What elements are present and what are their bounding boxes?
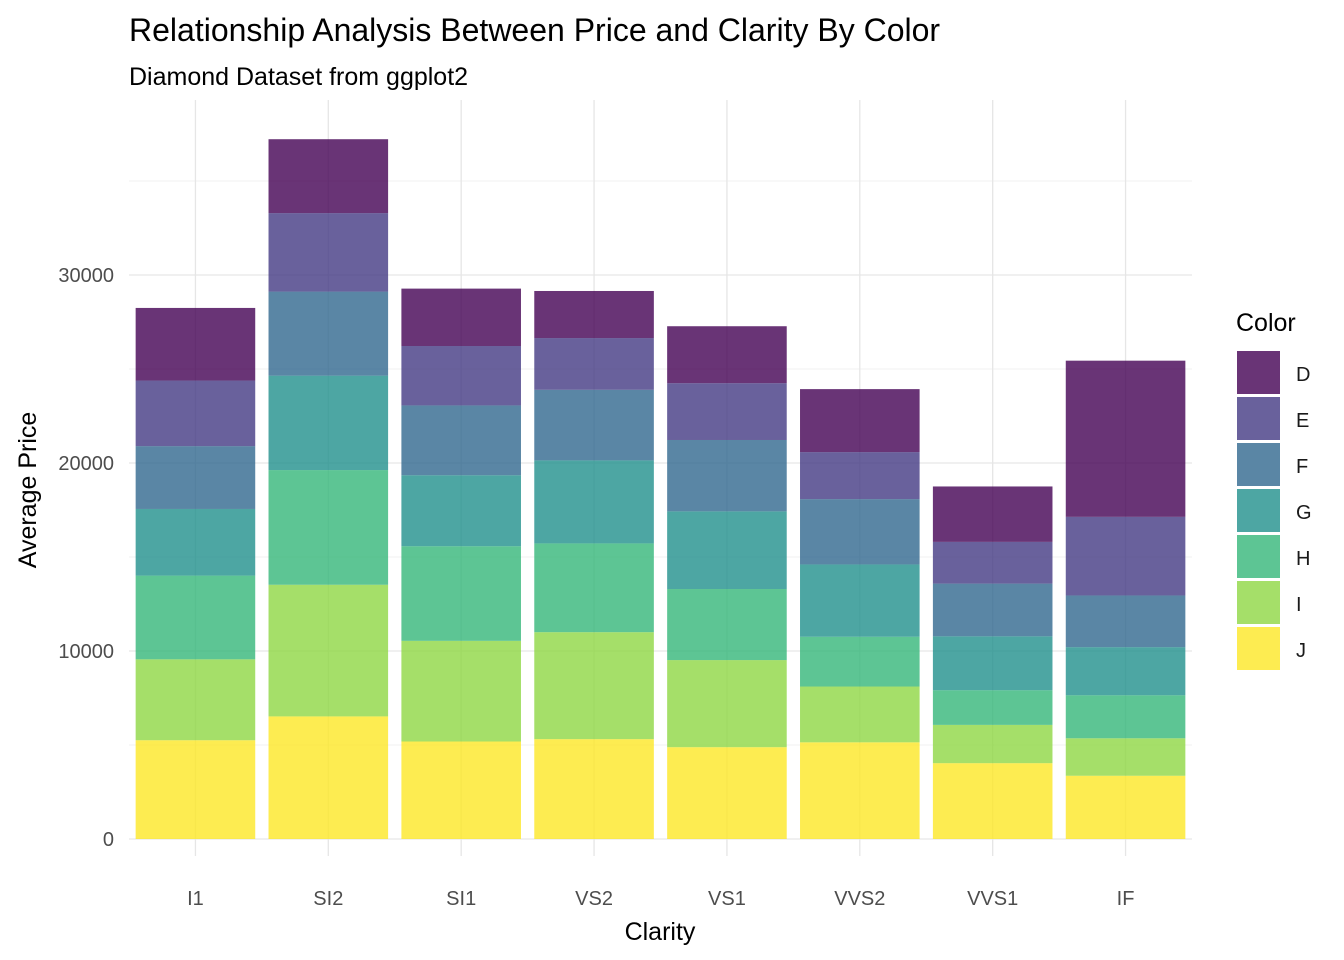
x-tick-label: I1: [187, 888, 204, 910]
legend-title: Color: [1236, 309, 1296, 337]
bar-segment-vvs1-g: [932, 636, 1053, 691]
bar-segment-vs2-f: [534, 389, 654, 461]
bar-segment-si1-i: [401, 640, 521, 742]
bar-segment-vvs2-f: [800, 499, 920, 565]
bar-segment-vs1-f: [667, 439, 787, 512]
bar-segment-vs2-h: [534, 543, 654, 633]
x-tick-label: IF: [1117, 888, 1135, 910]
bars: [135, 139, 1186, 839]
x-tick-label: SI1: [446, 888, 476, 910]
x-tick-label: VS2: [575, 888, 613, 910]
legend-label-j: J: [1296, 640, 1306, 662]
bar-segment-vs1-e: [667, 383, 787, 440]
legend: Color D E F G H I J: [1236, 309, 1312, 670]
x-tick-label: VVS1: [967, 888, 1018, 910]
x-tick-label: VS1: [708, 888, 746, 910]
bar-segment-vs1-d: [667, 326, 787, 384]
bar-segment-si2-e: [268, 213, 389, 292]
bar-segment-if-j: [1065, 775, 1186, 839]
bar-segment-si2-j: [268, 716, 389, 839]
y-tick-label: 0: [103, 829, 114, 851]
y-tick-label: 20000: [58, 453, 114, 475]
legend-swatch-f: [1237, 443, 1280, 486]
x-axis-tick-labels: I1 SI2 SI1 VS2 VS1 VVS2 VVS1 IF: [187, 888, 1134, 910]
bar-segment-if-f: [1065, 595, 1186, 648]
legend-label-e: E: [1296, 410, 1309, 432]
bar-segment-si1-h: [401, 546, 521, 641]
bar-segment-vs1-h: [667, 589, 787, 661]
bar-segment-si2-i: [268, 584, 389, 717]
bar-segment-si2-h: [268, 470, 389, 585]
bar-segment-si2-g: [268, 375, 389, 471]
bar-segment-vvs1-f: [932, 583, 1053, 637]
bar-segment-vvs1-h: [932, 690, 1053, 725]
bar-segment-vvs2-g: [800, 564, 920, 637]
y-tick-label: 10000: [58, 641, 114, 663]
legend-swatch-d: [1237, 351, 1280, 394]
y-tick-label: 30000: [58, 265, 114, 287]
bar-segment-if-e: [1065, 516, 1186, 596]
chart-subtitle: Diamond Dataset from ggplot2: [129, 63, 468, 91]
legend-swatch-g: [1237, 489, 1280, 532]
bar-segment-vs2-d: [534, 290, 654, 339]
bar-segment-i1-g: [135, 508, 256, 576]
bar-segment-si1-g: [401, 475, 521, 547]
legend-label-h: H: [1296, 548, 1310, 570]
legend-swatch-i: [1237, 581, 1280, 624]
bar-segment-i1-e: [135, 380, 256, 447]
bar-segment-vs1-i: [667, 660, 787, 748]
bar-segment-if-g: [1065, 647, 1186, 696]
bar-segment-vs2-e: [534, 338, 654, 390]
bar-segment-i1-f: [135, 446, 256, 509]
y-axis-tick-labels: 0 10000 20000 30000: [58, 265, 114, 851]
bar-segment-vs2-j: [534, 739, 654, 839]
chart-title: Relationship Analysis Between Price and …: [129, 12, 940, 48]
bar-segment-si2-f: [268, 291, 389, 376]
bar-segment-si1-e: [401, 346, 521, 406]
bar-segment-vvs2-d: [800, 389, 920, 453]
bar-segment-si1-f: [401, 405, 521, 476]
legend-label-i: I: [1296, 594, 1302, 616]
bar-segment-vvs1-d: [932, 486, 1053, 542]
bar-segment-vs1-j: [667, 747, 787, 839]
bar-segment-vs2-g: [534, 460, 654, 544]
bar-segment-vvs2-j: [800, 742, 920, 839]
bar-segment-i1-i: [135, 659, 256, 741]
legend-label-f: F: [1296, 456, 1308, 478]
bar-segment-vvs2-h: [800, 636, 920, 687]
legend-label-d: D: [1296, 364, 1310, 386]
bar-segment-vvs2-i: [800, 686, 920, 743]
legend-swatch-e: [1237, 397, 1280, 440]
bar-segment-si2-d: [268, 139, 389, 214]
legend-swatch-j: [1237, 627, 1280, 670]
bar-segment-vvs1-j: [932, 763, 1053, 839]
bar-segment-i1-h: [135, 575, 256, 660]
bar-segment-si1-d: [401, 288, 521, 347]
bar-segment-vs1-g: [667, 511, 787, 590]
bar-segment-si1-j: [401, 741, 521, 839]
bar-segment-if-h: [1065, 695, 1186, 739]
x-axis-title: Clarity: [625, 918, 696, 946]
x-tick-label: VVS2: [834, 888, 885, 910]
bar-segment-vvs1-i: [932, 724, 1053, 764]
bar-segment-i1-d: [135, 307, 256, 381]
legend-label-g: G: [1296, 502, 1312, 524]
bar-segment-vvs2-e: [800, 452, 920, 500]
bar-segment-if-d: [1065, 360, 1186, 517]
y-axis-title: Average Price: [14, 412, 42, 569]
bar-segment-vs2-i: [534, 632, 654, 740]
bar-segment-i1-j: [135, 740, 256, 839]
x-tick-label: SI2: [313, 888, 343, 910]
legend-swatch-h: [1237, 535, 1280, 578]
bar-segment-if-i: [1065, 738, 1186, 776]
bar-segment-vvs1-e: [932, 541, 1053, 584]
